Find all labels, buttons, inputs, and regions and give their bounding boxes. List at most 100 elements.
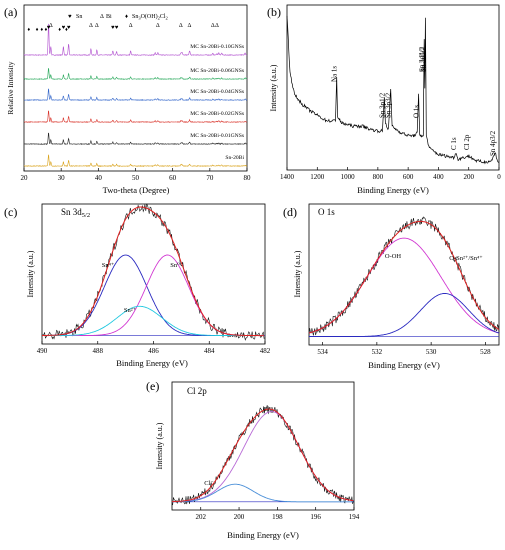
c-xtick-label: 482	[260, 347, 271, 355]
legend-sn3o-text: Sn3O(OH)2Cl2	[132, 13, 168, 21]
panel-c-title: Sn 3d5/2	[61, 207, 90, 219]
a-series-4	[24, 132, 248, 145]
c-xtick-label: 490	[37, 347, 48, 355]
b-peak-annotation: Sn 4p3/2	[489, 130, 497, 156]
b-peak-annotation: O 1s	[413, 105, 421, 118]
b-xtick-label: 600	[403, 173, 414, 181]
b-survey-curve	[286, 15, 499, 165]
e-xtick-label: 202	[195, 513, 206, 521]
b-xtick-label: 1000	[341, 173, 356, 181]
panel-a-legend: ♥ Sn Δ Bi ♦ Sn3O(OH)2Cl2	[68, 13, 168, 21]
e-xtick-label: 194	[349, 513, 360, 521]
a-sn3o-marker: ♦	[65, 27, 68, 33]
c-fit-2	[42, 305, 265, 337]
panel-d-ylabel: Intensity (a.u.)	[293, 250, 302, 297]
a-bi-marker: Δ	[215, 23, 219, 29]
panel-b-frame	[286, 4, 500, 171]
d-xtick-label: 534	[317, 348, 328, 356]
panel-e-frame	[171, 381, 355, 511]
panel-c: (c) Sn 3d5/2 Intensity (a.u.) Binding En…	[4, 203, 271, 368]
e-xtick-label: 196	[310, 513, 321, 521]
legend-bi-text: Bi	[106, 14, 112, 20]
b-peak-annotation: C 1s	[450, 137, 458, 150]
a-xtick-label: 30	[58, 174, 66, 182]
c-fit-label: Sn⁰	[170, 262, 180, 269]
e-envelope	[172, 408, 354, 503]
a-sn-marker: ♥	[67, 25, 71, 31]
d-raw-data	[308, 216, 500, 337]
d-fit-label: O-OH	[385, 253, 402, 260]
a-bi-marker: Δ	[179, 23, 183, 29]
b-peak-annotation: Sn 3d3/2	[418, 46, 426, 72]
a-series-label: MC Sn-20Bi-0.01GNSs	[190, 133, 244, 139]
panel-d-title: O 1s	[318, 207, 335, 217]
a-xtick-label: 80	[244, 174, 252, 182]
a-sn-marker: ♥	[115, 25, 119, 31]
e-xtick-label: 200	[234, 513, 245, 521]
panel-e: (e) Cl 2p Intensity (a.u.) Binding Energ…	[146, 379, 360, 540]
a-series-5	[23, 154, 248, 167]
panel-c-frame	[41, 203, 266, 345]
a-bi-marker: Δ	[49, 23, 53, 29]
panel-e-xlabel: Binding Energy (eV)	[227, 530, 299, 540]
d-envelope	[308, 220, 500, 334]
a-series-2	[23, 88, 248, 101]
e-fit-1	[172, 483, 354, 503]
b-xtick-label: 800	[373, 173, 384, 181]
c-envelope	[42, 206, 265, 337]
b-xtick-label: 400	[433, 173, 444, 181]
a-sn-marker: ♥	[62, 25, 66, 31]
legend-sn-text: Sn	[76, 14, 82, 20]
panel-c-ylabel: Intensity (a.u.)	[26, 250, 35, 297]
a-xtick-label: 60	[169, 174, 177, 182]
legend-sn3o-symbol: ♦	[125, 14, 128, 20]
panel-a-xlabel: Two-theta (Degree)	[103, 185, 170, 195]
c-xtick-label: 486	[148, 347, 159, 355]
legend-bi-symbol: Δ	[100, 14, 104, 20]
a-sn3o-marker: ♦	[27, 27, 30, 33]
b-peak-annotation: Na 1s	[331, 66, 339, 82]
a-series-label: Sn-20Bi	[225, 155, 244, 161]
a-sn3o-marker: ♦	[40, 27, 43, 33]
c-xtick-label: 484	[204, 347, 215, 355]
d-xtick-label: 532	[372, 348, 383, 356]
b-peak-annotation: Cl 2p	[463, 134, 471, 150]
panel-b-label: (b)	[267, 5, 281, 19]
panel-c-label: (c)	[4, 205, 17, 219]
a-series-3	[24, 110, 248, 123]
a-series-label: MC Sn-20Bi-0.02GNSs	[190, 111, 244, 117]
b-xtick-label: 1400	[280, 173, 295, 181]
d-xtick-label: 530	[426, 348, 437, 356]
a-bi-marker: Δ	[89, 23, 93, 29]
d-fit-1	[309, 293, 500, 337]
panel-a: (a) Relative Intensity Two-theta (Degree…	[4, 4, 252, 195]
d-fit-label: O-Sn²⁺/Sn⁴⁺	[449, 255, 482, 262]
panel-e-label: (e)	[146, 379, 159, 393]
b-peak-annotation: Sn 3p3/2	[385, 92, 393, 118]
panel-b-ylabel: Intensity (a.u.)	[269, 64, 278, 111]
panel-d-label: (d)	[283, 205, 297, 219]
b-xtick-label: 0	[497, 173, 501, 181]
e-fit-label: Cl⁻	[204, 480, 214, 487]
a-xtick-label: 50	[132, 174, 140, 182]
panel-a-ylabel: Relative Intensity	[6, 61, 15, 114]
b-xtick-label: 1200	[310, 173, 325, 181]
e-fit-label: Cl⁻	[263, 406, 273, 413]
a-bi-marker: Δ	[187, 23, 191, 29]
panel-e-title: Cl 2p	[187, 386, 207, 396]
a-sn-marker: ♥	[111, 25, 115, 31]
a-series-label: MC Sn-20Bi-0.04GNSs	[190, 89, 244, 95]
b-peak-annotation: Sn 3p1/2	[378, 92, 386, 118]
a-sn3o-marker: ♦	[36, 27, 39, 33]
a-bi-marker: Δ	[129, 23, 133, 29]
b-peak-annotation: Sn 3d5/2	[419, 46, 427, 72]
a-xtick-label: 70	[206, 174, 214, 182]
panel-c-xlabel: Binding Energy (eV)	[116, 358, 188, 368]
c-fit-label: Sn⁴⁺	[102, 262, 115, 269]
panel-d-frame	[308, 203, 500, 346]
panel-d-xlabel: Binding Energy (eV)	[368, 360, 440, 370]
c-fit-1	[42, 254, 265, 337]
a-sn3o-marker: ♦	[58, 27, 61, 33]
a-bi-marker: Δ	[95, 23, 99, 29]
a-bi-marker: Δ	[211, 23, 215, 29]
